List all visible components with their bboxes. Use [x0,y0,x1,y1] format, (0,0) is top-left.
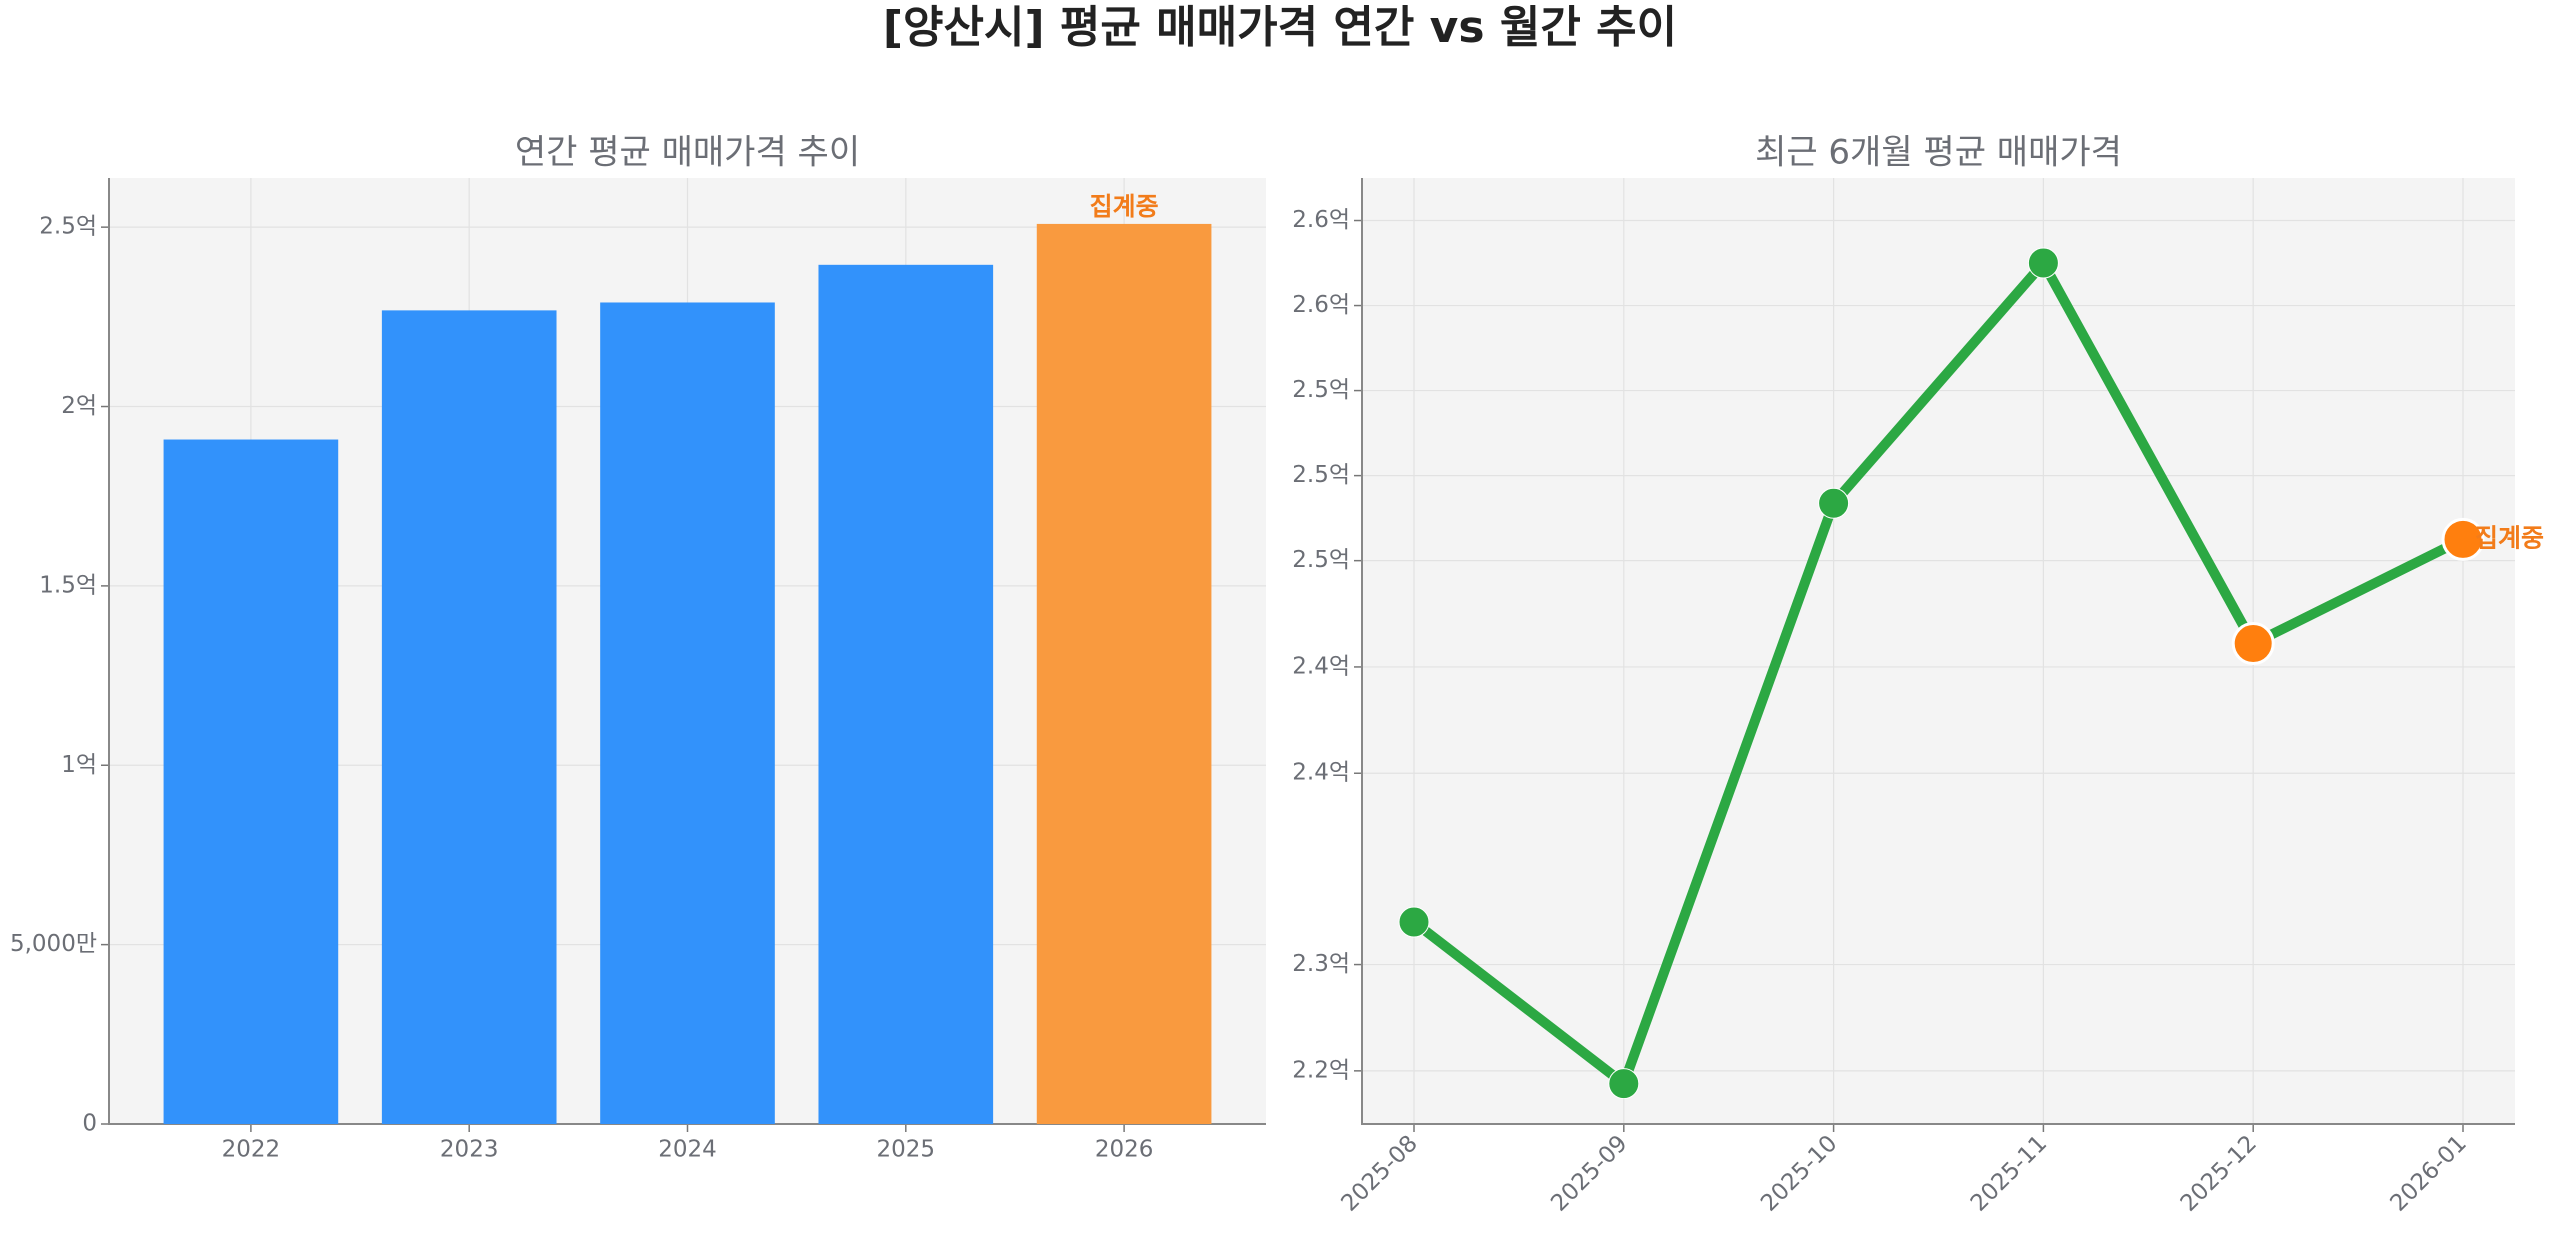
chart-title: 연간 평균 매매가격 추이 [515,133,860,173]
marker [2441,517,2485,561]
y-tick-label: 2.4억 [1292,653,1350,679]
marker [1398,906,1430,938]
marker [2231,622,2275,666]
x-tick-label: 2025-11 [1966,1130,2052,1216]
y-tick-label: 5,000만 [10,931,97,957]
x-tick-label: 2022 [222,1137,281,1163]
plot-area [1362,178,2515,1124]
y-tick-label: 2.5억 [39,214,97,240]
y-tick-label: 2억 [61,393,97,419]
x-tick-label: 2025-10 [1756,1130,1842,1216]
marker [2027,247,2059,279]
y-tick-label: 2.5억 [1292,377,1350,403]
y-tick-label: 2.5억 [1292,547,1350,573]
x-tick-label: 2026 [1095,1137,1154,1163]
annotation: 집계중 [1090,192,1159,221]
annotation: 집계중 [2475,523,2544,552]
x-tick-label: 2024 [658,1137,717,1163]
y-tick-label: 2.3억 [1292,951,1350,977]
x-tick-label: 2025-12 [2176,1130,2262,1216]
y-tick-label: 1.5억 [39,572,97,598]
x-tick-label: 2025-08 [1336,1130,1422,1216]
figure-title: [양산시] 평균 매매가격 연간 vs 월간 추이 [883,2,1677,53]
bar [818,264,994,1124]
marker [1818,487,1850,519]
x-tick-label: 2025 [877,1137,936,1163]
axis-spine [1361,178,2515,1125]
y-tick-label: 2.2억 [1292,1057,1350,1083]
x-tick-label: 2025-09 [1546,1130,1632,1216]
y-tick-label: 0 [82,1111,97,1137]
bar [1036,223,1212,1125]
y-tick-label: 2.5억 [1292,462,1350,488]
bar [381,310,557,1124]
x-tick-label: 2023 [440,1137,499,1163]
y-tick-label: 2.4억 [1292,760,1350,786]
marker [1608,1068,1640,1100]
chart-title: 최근 6개월 평균 매매가격 [1755,133,2122,173]
line [1410,258,2466,1089]
x-tick-label: 2026-01 [2385,1130,2471,1216]
y-tick-label: 2.6억 [1292,292,1350,318]
y-tick-label: 2.6억 [1292,207,1350,233]
bar [600,302,775,1124]
bar [163,439,339,1124]
y-tick-label: 1억 [61,752,97,778]
